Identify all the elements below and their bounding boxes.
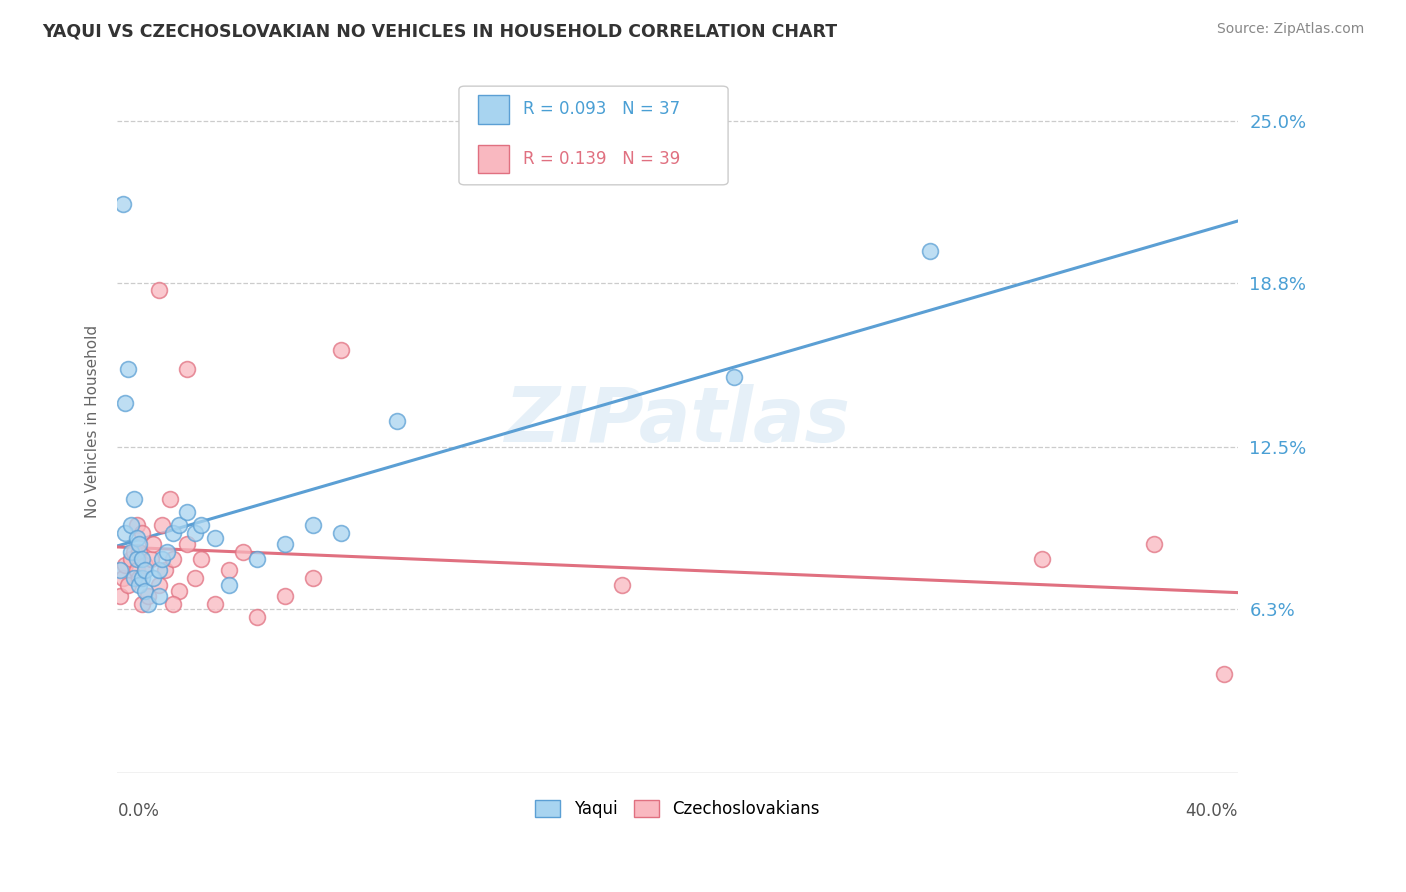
Point xyxy=(150,552,173,566)
Point xyxy=(125,532,148,546)
Point xyxy=(122,571,145,585)
Point xyxy=(246,552,269,566)
Point xyxy=(131,597,153,611)
Point xyxy=(108,563,131,577)
Point xyxy=(918,244,941,259)
FancyBboxPatch shape xyxy=(478,145,509,173)
Point xyxy=(139,552,162,566)
Point xyxy=(142,537,165,551)
FancyBboxPatch shape xyxy=(478,95,509,123)
Point xyxy=(114,395,136,409)
Text: 40.0%: 40.0% xyxy=(1185,802,1237,820)
Legend: Yaqui, Czechoslovakians: Yaqui, Czechoslovakians xyxy=(529,794,827,825)
Point xyxy=(131,552,153,566)
Point xyxy=(148,563,170,577)
Point xyxy=(117,578,139,592)
Point xyxy=(111,197,134,211)
Point xyxy=(111,571,134,585)
Point xyxy=(184,571,207,585)
Point xyxy=(162,597,184,611)
Point xyxy=(108,589,131,603)
Y-axis label: No Vehicles in Household: No Vehicles in Household xyxy=(86,325,100,517)
Point xyxy=(1143,537,1166,551)
Point xyxy=(190,552,212,566)
Point xyxy=(274,589,297,603)
Text: YAQUI VS CZECHOSLOVAKIAN NO VEHICLES IN HOUSEHOLD CORRELATION CHART: YAQUI VS CZECHOSLOVAKIAN NO VEHICLES IN … xyxy=(42,22,838,40)
Point xyxy=(176,361,198,376)
Point xyxy=(128,537,150,551)
Point xyxy=(134,558,156,572)
Point xyxy=(176,505,198,519)
Point xyxy=(190,518,212,533)
Point xyxy=(167,583,190,598)
Point xyxy=(128,571,150,585)
Point xyxy=(148,284,170,298)
Point xyxy=(117,361,139,376)
Point xyxy=(122,492,145,507)
Point xyxy=(232,544,254,558)
Point xyxy=(330,343,353,358)
Point xyxy=(204,532,226,546)
Point xyxy=(120,544,142,558)
Point xyxy=(153,563,176,577)
Point xyxy=(120,552,142,566)
FancyBboxPatch shape xyxy=(458,87,728,185)
Point xyxy=(184,526,207,541)
Text: R = 0.093   N = 37: R = 0.093 N = 37 xyxy=(523,101,681,119)
Point xyxy=(131,526,153,541)
Point xyxy=(131,571,153,585)
Point xyxy=(159,492,181,507)
Point xyxy=(148,589,170,603)
Point xyxy=(134,563,156,577)
Point xyxy=(387,414,409,428)
Point xyxy=(125,518,148,533)
Point xyxy=(302,571,325,585)
Text: Source: ZipAtlas.com: Source: ZipAtlas.com xyxy=(1216,22,1364,37)
Point xyxy=(142,571,165,585)
Point xyxy=(136,597,159,611)
Point xyxy=(610,578,633,592)
Point xyxy=(125,552,148,566)
Point xyxy=(176,537,198,551)
Point xyxy=(167,518,190,533)
Text: ZIPatlas: ZIPatlas xyxy=(505,384,851,458)
Point xyxy=(246,609,269,624)
Point xyxy=(218,563,240,577)
Point xyxy=(134,583,156,598)
Point xyxy=(125,563,148,577)
Point xyxy=(120,518,142,533)
Point xyxy=(148,578,170,592)
Point xyxy=(1031,552,1053,566)
Point xyxy=(162,552,184,566)
Point xyxy=(114,558,136,572)
Point xyxy=(128,544,150,558)
Point xyxy=(302,518,325,533)
Point xyxy=(156,544,179,558)
Text: R = 0.139   N = 39: R = 0.139 N = 39 xyxy=(523,150,681,168)
Point xyxy=(122,544,145,558)
Point xyxy=(1213,667,1236,681)
Point xyxy=(204,597,226,611)
Point xyxy=(150,518,173,533)
Text: 0.0%: 0.0% xyxy=(118,802,160,820)
Point xyxy=(128,578,150,592)
Point xyxy=(723,369,745,384)
Point xyxy=(218,578,240,592)
Point xyxy=(274,537,297,551)
Point xyxy=(162,526,184,541)
Point xyxy=(136,589,159,603)
Point xyxy=(330,526,353,541)
Point xyxy=(114,526,136,541)
